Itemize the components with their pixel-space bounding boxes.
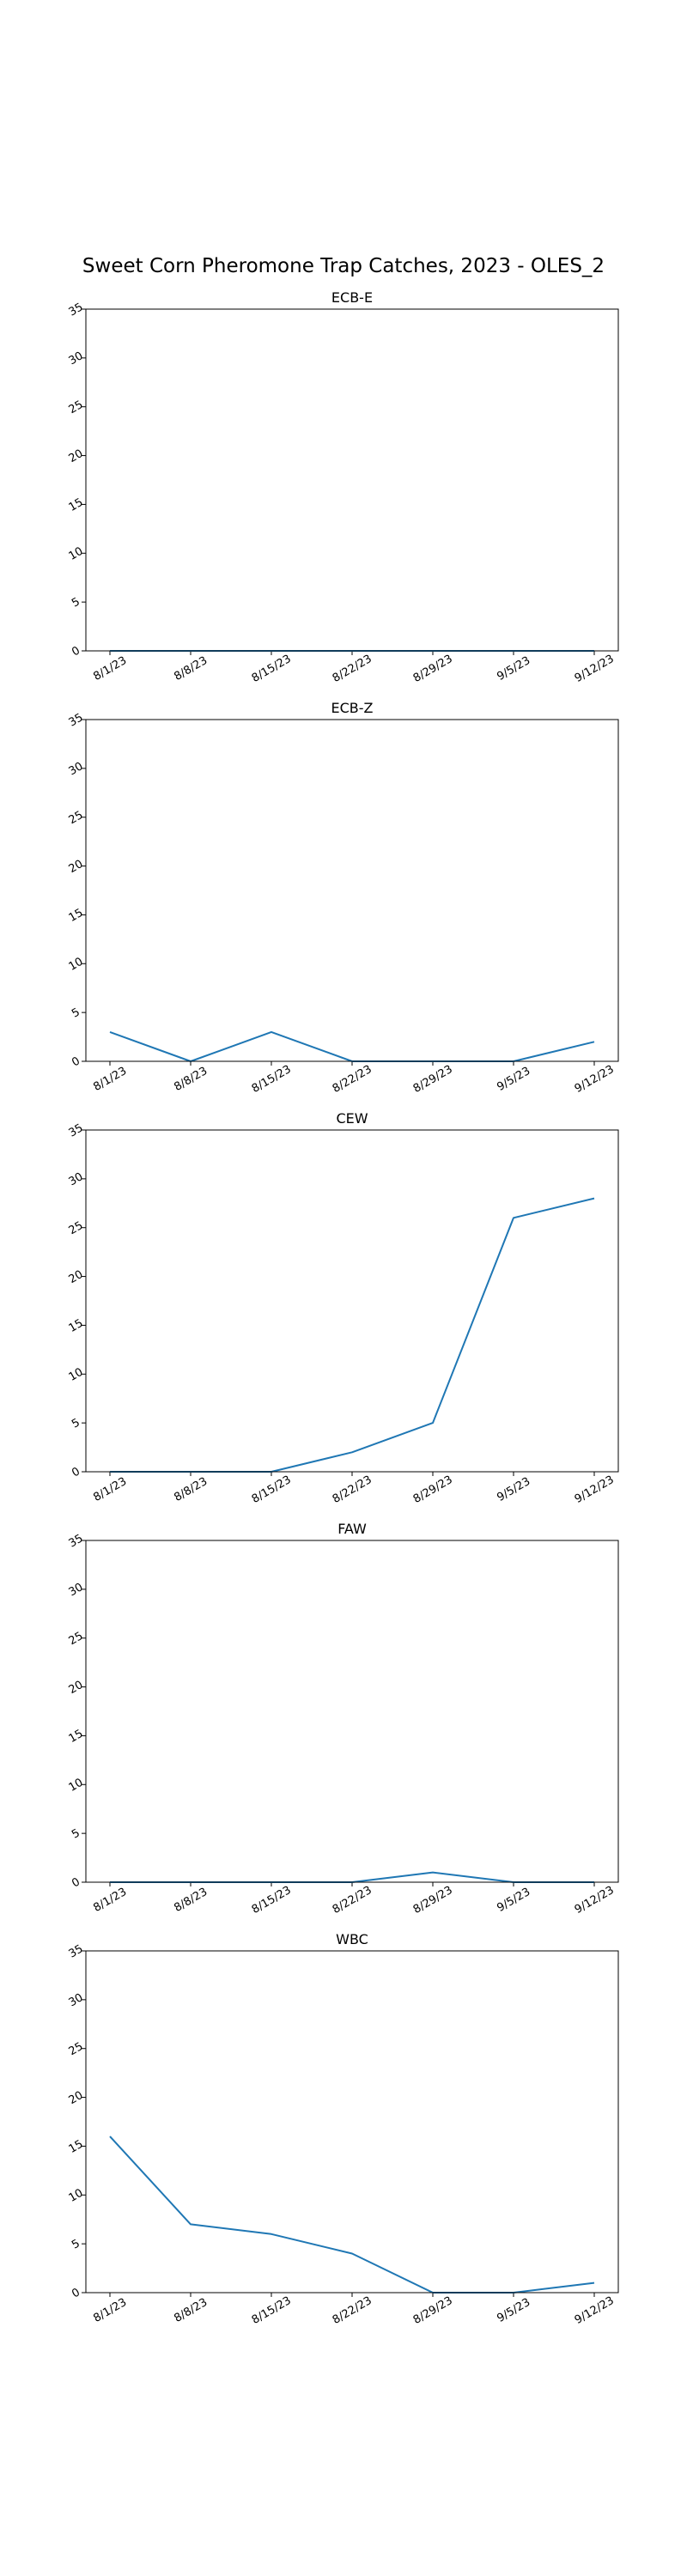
x-tick-label: 9/12/23 (573, 1063, 617, 1096)
subplot-title: WBC (336, 1931, 368, 1947)
y-tick-label: 20 (67, 2089, 86, 2107)
y-tick-label: 35 (67, 301, 86, 319)
y-tick-label: 15 (67, 496, 86, 514)
x-tick-label: 9/5/23 (495, 1886, 532, 1915)
y-tick-label: 20 (67, 1268, 86, 1286)
y-tick-label: 25 (67, 1630, 86, 1648)
plot-frame (85, 1540, 619, 1883)
x-tick-label: 8/29/23 (411, 2294, 455, 2327)
x-tick-label: 8/1/23 (91, 1886, 129, 1915)
y-tick-label: 10 (67, 545, 86, 563)
x-tick-label: 8/29/23 (411, 653, 455, 685)
x-tick-label: 8/29/23 (411, 1473, 455, 1506)
y-tick-label: 10 (67, 956, 86, 974)
y-tick-label: 10 (67, 1777, 86, 1795)
x-tick-label: 8/22/23 (331, 2294, 374, 2327)
plot-frame (85, 1129, 619, 1473)
x-tick-label: 9/12/23 (573, 1884, 617, 1917)
y-tick-label: 10 (67, 1366, 86, 1384)
y-tick-label: 15 (67, 2138, 86, 2156)
y-tick-label: 5 (70, 1005, 82, 1020)
y-tick-label: 10 (67, 2187, 86, 2205)
subplot-faw: FAW 0 5 10 15 20 25 30 35 8/1/23 8/8/23 8/15/23 8/22… (67, 1521, 619, 1917)
y-tick-label: 30 (67, 1991, 86, 2009)
x-tick-label: 8/22/23 (331, 1884, 374, 1917)
subplot-ecb-z: ECB-Z 0 5 10 15 20 25 30 35 8/1/23 8/8/23 8/15/23 8/… (67, 700, 619, 1096)
y-tick-label: 5 (70, 2237, 82, 2251)
x-tick-label: 8/8/23 (172, 1475, 210, 1504)
y-tick-label: 35 (67, 1121, 86, 1139)
y-tick-label: 20 (67, 858, 86, 876)
y-tick-label: 0 (70, 2286, 82, 2300)
x-tick-label: 9/5/23 (495, 2296, 532, 2325)
subplot-title: FAW (337, 1521, 367, 1537)
x-tick-label: 8/1/23 (91, 2296, 129, 2325)
subplot-ecb-e: ECB-E 0 5 10 15 20 25 30 35 8/1/23 8/8/23 8/15/23 8/… (67, 289, 619, 685)
subplot-title: ECB-E (331, 289, 373, 306)
series-line (109, 2136, 595, 2293)
x-tick-label: 8/8/23 (172, 1886, 210, 1915)
y-tick-label: 30 (67, 1170, 86, 1188)
x-tick-label: 9/5/23 (495, 1475, 532, 1504)
x-tick-label: 8/29/23 (411, 1063, 455, 1096)
x-tick-label: 8/8/23 (172, 1065, 210, 1094)
x-tick-label: 8/15/23 (250, 653, 294, 685)
x-tick-label: 9/5/23 (495, 654, 532, 683)
x-tick-label: 8/1/23 (91, 1065, 129, 1094)
plot-frame (85, 719, 619, 1062)
series-line (110, 1197, 595, 1473)
figure-title: Sweet Corn Pheromone Trap Catches, 2023 … (82, 255, 605, 277)
subplot-cew: CEW 0 5 10 15 20 25 30 35 8/1/23 8/8/23 8/15/23 8/22… (67, 1110, 619, 1506)
y-tick-label: 0 (70, 1465, 82, 1479)
y-tick-label: 15 (67, 1728, 86, 1746)
plot-frame (85, 1950, 619, 2293)
y-tick-label: 15 (67, 1317, 86, 1335)
subplot-wbc: WBC 0 5 10 15 20 25 30 35 8/1/23 8/8/23 8/15/23 8/22… (67, 1931, 619, 2327)
x-tick-label: 8/8/23 (172, 2296, 210, 2325)
y-tick-label: 5 (70, 1416, 82, 1431)
x-tick-label: 8/29/23 (411, 1884, 455, 1917)
y-tick-label: 25 (67, 809, 86, 827)
y-tick-label: 30 (67, 349, 86, 368)
y-tick-label: 0 (70, 644, 82, 659)
y-tick-label: 25 (67, 398, 86, 416)
x-tick-label: 9/5/23 (495, 1065, 532, 1094)
y-tick-label: 30 (67, 1581, 86, 1599)
subplot-title: CEW (336, 1110, 368, 1127)
x-tick-label: 8/1/23 (91, 654, 129, 683)
x-tick-label: 8/15/23 (250, 1473, 294, 1506)
y-tick-label: 20 (67, 447, 86, 465)
x-tick-label: 8/22/23 (331, 1473, 374, 1506)
y-tick-label: 5 (70, 1826, 82, 1841)
x-tick-label: 9/12/23 (573, 1473, 617, 1506)
y-tick-label: 5 (70, 595, 82, 610)
x-tick-label: 8/1/23 (91, 1475, 129, 1504)
x-tick-label: 8/15/23 (250, 1063, 294, 1096)
y-tick-label: 0 (70, 1875, 82, 1890)
y-tick-label: 35 (67, 711, 86, 729)
x-tick-label: 8/15/23 (250, 1884, 294, 1917)
x-tick-label: 8/8/23 (172, 654, 210, 683)
y-tick-label: 0 (70, 1054, 82, 1069)
x-tick-label: 8/22/23 (331, 1063, 374, 1096)
subplot-title: ECB-Z (331, 700, 374, 716)
y-tick-label: 20 (67, 1679, 86, 1697)
y-tick-label: 35 (67, 1942, 86, 1960)
x-tick-label: 9/12/23 (573, 653, 617, 685)
plot-frame (85, 308, 619, 652)
x-tick-label: 9/12/23 (573, 2294, 617, 2327)
x-tick-label: 8/15/23 (250, 2294, 294, 2327)
series-line (109, 1030, 595, 1062)
x-tick-label: 8/22/23 (331, 653, 374, 685)
y-tick-label: 25 (67, 2040, 86, 2058)
y-tick-label: 30 (67, 760, 86, 778)
y-tick-label: 25 (67, 1219, 86, 1237)
y-tick-label: 35 (67, 1532, 86, 1550)
y-tick-label: 15 (67, 907, 86, 925)
